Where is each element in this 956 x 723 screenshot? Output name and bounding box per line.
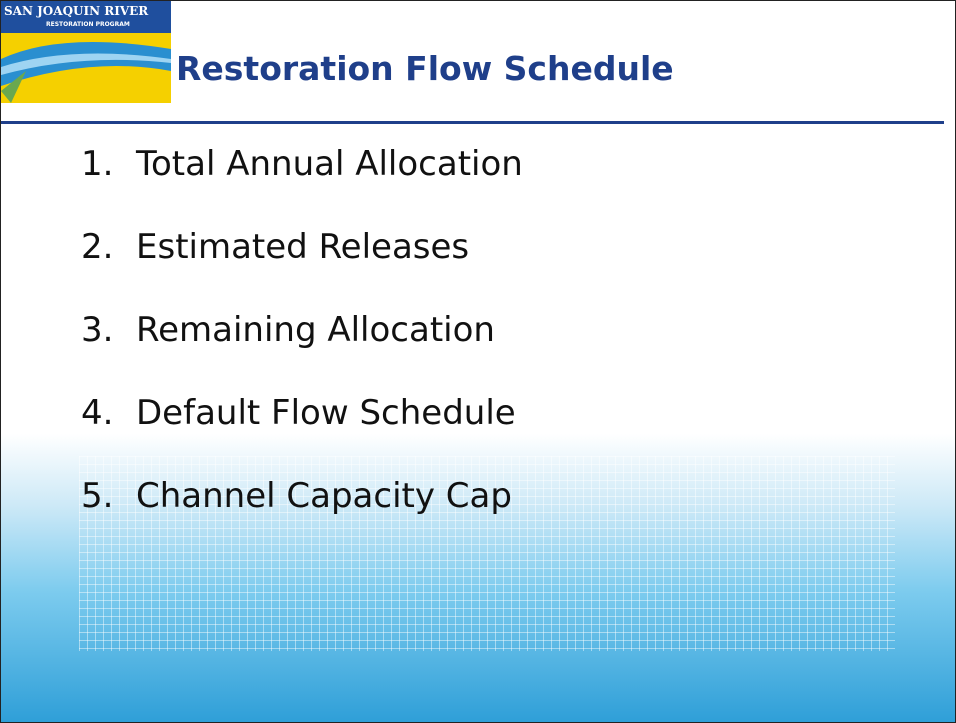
item-text: Remaining Allocation (136, 289, 495, 372)
list-item: 5.Channel Capacity Cap (81, 455, 523, 538)
slide: SAN JOAQUIN RIVER RESTORATION PROGRAM Re… (0, 0, 956, 723)
list-item: 4.Default Flow Schedule (81, 372, 523, 455)
logo-line1: SAN JOAQUIN RIVER (4, 4, 149, 18)
item-number: 2. (81, 206, 136, 289)
list-item: 2.Estimated Releases (81, 206, 523, 289)
item-text: Estimated Releases (136, 206, 469, 289)
item-number: 1. (81, 123, 136, 206)
item-number: 4. (81, 372, 136, 455)
list-item: 3.Remaining Allocation (81, 289, 523, 372)
logo: SAN JOAQUIN RIVER RESTORATION PROGRAM (1, 1, 171, 107)
item-number: 5. (81, 455, 136, 538)
item-text: Total Annual Allocation (136, 123, 523, 206)
item-number: 3. (81, 289, 136, 372)
slide-title: Restoration Flow Schedule (176, 49, 674, 88)
item-text: Default Flow Schedule (136, 372, 516, 455)
logo-line2: RESTORATION PROGRAM (46, 21, 130, 28)
item-text: Channel Capacity Cap (136, 455, 512, 538)
list-item: 1.Total Annual Allocation (81, 123, 523, 206)
